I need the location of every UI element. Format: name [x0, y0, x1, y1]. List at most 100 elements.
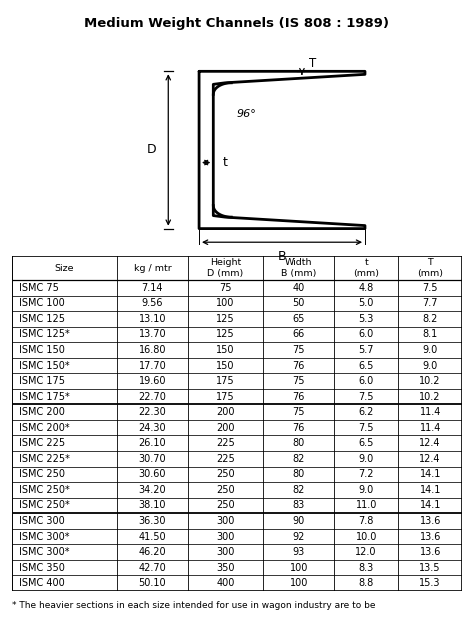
Text: 250: 250: [216, 501, 235, 511]
Text: 17.70: 17.70: [138, 361, 166, 370]
Text: 6.2: 6.2: [358, 407, 374, 417]
Text: 75: 75: [219, 283, 232, 293]
Text: ISMC 300*: ISMC 300*: [18, 532, 69, 542]
Text: 8.2: 8.2: [422, 314, 438, 324]
Text: 175: 175: [216, 392, 235, 402]
Text: 22.70: 22.70: [138, 392, 166, 402]
Text: T: T: [309, 57, 316, 70]
Text: 14.1: 14.1: [419, 470, 441, 479]
Text: t: t: [223, 156, 228, 169]
Text: 75: 75: [292, 407, 305, 417]
Text: Size: Size: [55, 264, 74, 272]
Text: 125: 125: [216, 314, 235, 324]
Text: 10.2: 10.2: [419, 392, 441, 402]
Text: ISMC 175*: ISMC 175*: [18, 392, 69, 402]
Text: 75: 75: [292, 376, 305, 386]
Text: 200: 200: [216, 407, 235, 417]
Text: B: B: [278, 250, 286, 263]
Text: 100: 100: [217, 298, 235, 308]
Text: 76: 76: [292, 423, 305, 433]
Text: ISMC 400: ISMC 400: [18, 578, 64, 588]
Text: 82: 82: [292, 454, 305, 464]
Text: 11.0: 11.0: [356, 501, 377, 511]
Text: 15.3: 15.3: [419, 578, 441, 588]
Text: 50: 50: [292, 298, 305, 308]
Text: 75: 75: [292, 345, 305, 355]
Text: 46.20: 46.20: [138, 547, 166, 557]
Text: 76: 76: [292, 361, 305, 370]
Text: Height
D (mm): Height D (mm): [208, 258, 244, 278]
Text: ISMC 300: ISMC 300: [18, 516, 64, 526]
Text: ISMC 200*: ISMC 200*: [18, 423, 69, 433]
Text: 400: 400: [217, 578, 235, 588]
Text: 24.30: 24.30: [138, 423, 166, 433]
Text: ISMC 350: ISMC 350: [18, 562, 64, 573]
Text: 6.5: 6.5: [358, 438, 374, 448]
Text: 250: 250: [216, 485, 235, 495]
Text: 12.0: 12.0: [356, 547, 377, 557]
Text: 26.10: 26.10: [138, 438, 166, 448]
Text: 7.2: 7.2: [358, 470, 374, 479]
Text: 38.10: 38.10: [139, 501, 166, 511]
Text: 7.5: 7.5: [358, 423, 374, 433]
Text: T
(mm): T (mm): [417, 258, 443, 278]
Text: 14.1: 14.1: [419, 501, 441, 511]
Text: ISMC 125*: ISMC 125*: [18, 329, 69, 339]
Text: 83: 83: [292, 501, 305, 511]
Text: 225: 225: [216, 438, 235, 448]
Text: 200: 200: [216, 423, 235, 433]
Text: 96°: 96°: [237, 109, 257, 119]
Text: 9.56: 9.56: [142, 298, 163, 308]
Text: 6.0: 6.0: [358, 329, 374, 339]
Text: 9.0: 9.0: [358, 454, 374, 464]
Text: t
(mm): t (mm): [353, 258, 379, 278]
Text: D: D: [147, 143, 156, 157]
Text: 4.8: 4.8: [358, 283, 374, 293]
Text: 13.70: 13.70: [138, 329, 166, 339]
Text: ISMC 150: ISMC 150: [18, 345, 64, 355]
Text: ISMC 225*: ISMC 225*: [18, 454, 70, 464]
Text: 11.4: 11.4: [419, 407, 441, 417]
Text: Width
B (mm): Width B (mm): [281, 258, 317, 278]
Text: 9.0: 9.0: [358, 485, 374, 495]
Text: ISMC 200: ISMC 200: [18, 407, 64, 417]
Text: ISMC 300*: ISMC 300*: [18, 547, 69, 557]
Text: 90: 90: [292, 516, 305, 526]
Text: 13.5: 13.5: [419, 562, 441, 573]
Text: 6.0: 6.0: [358, 376, 374, 386]
Text: 41.50: 41.50: [138, 532, 166, 542]
Text: * The heavier sections in each size intended for use in wagon industry are to be: * The heavier sections in each size inte…: [12, 602, 375, 611]
Text: Medium Weight Channels (IS 808 : 1989): Medium Weight Channels (IS 808 : 1989): [84, 17, 390, 30]
Text: 30.60: 30.60: [139, 470, 166, 479]
Text: 250: 250: [216, 470, 235, 479]
Text: 16.80: 16.80: [139, 345, 166, 355]
Text: kg / mtr: kg / mtr: [134, 264, 171, 272]
Text: 8.3: 8.3: [358, 562, 374, 573]
Text: 12.4: 12.4: [419, 454, 441, 464]
Text: 300: 300: [217, 547, 235, 557]
Text: 10.2: 10.2: [419, 376, 441, 386]
Text: ISMC 75: ISMC 75: [18, 283, 58, 293]
Text: 11.4: 11.4: [419, 423, 441, 433]
Text: 300: 300: [217, 532, 235, 542]
Text: 5.3: 5.3: [358, 314, 374, 324]
Text: 76: 76: [292, 392, 305, 402]
Text: 80: 80: [292, 470, 305, 479]
Text: 9.0: 9.0: [422, 361, 438, 370]
Text: 36.30: 36.30: [139, 516, 166, 526]
Text: 30.70: 30.70: [138, 454, 166, 464]
Text: 82: 82: [292, 485, 305, 495]
Text: 7.14: 7.14: [142, 283, 163, 293]
Text: 14.1: 14.1: [419, 485, 441, 495]
Text: 65: 65: [292, 314, 305, 324]
Text: 350: 350: [216, 562, 235, 573]
Text: 22.30: 22.30: [138, 407, 166, 417]
Text: ISMC 250: ISMC 250: [18, 470, 64, 479]
Text: 5.7: 5.7: [358, 345, 374, 355]
Text: 100: 100: [290, 578, 308, 588]
Text: 80: 80: [292, 438, 305, 448]
Text: 175: 175: [216, 376, 235, 386]
Text: ISMC 150*: ISMC 150*: [18, 361, 69, 370]
Text: 125: 125: [216, 329, 235, 339]
Text: 8.8: 8.8: [358, 578, 374, 588]
